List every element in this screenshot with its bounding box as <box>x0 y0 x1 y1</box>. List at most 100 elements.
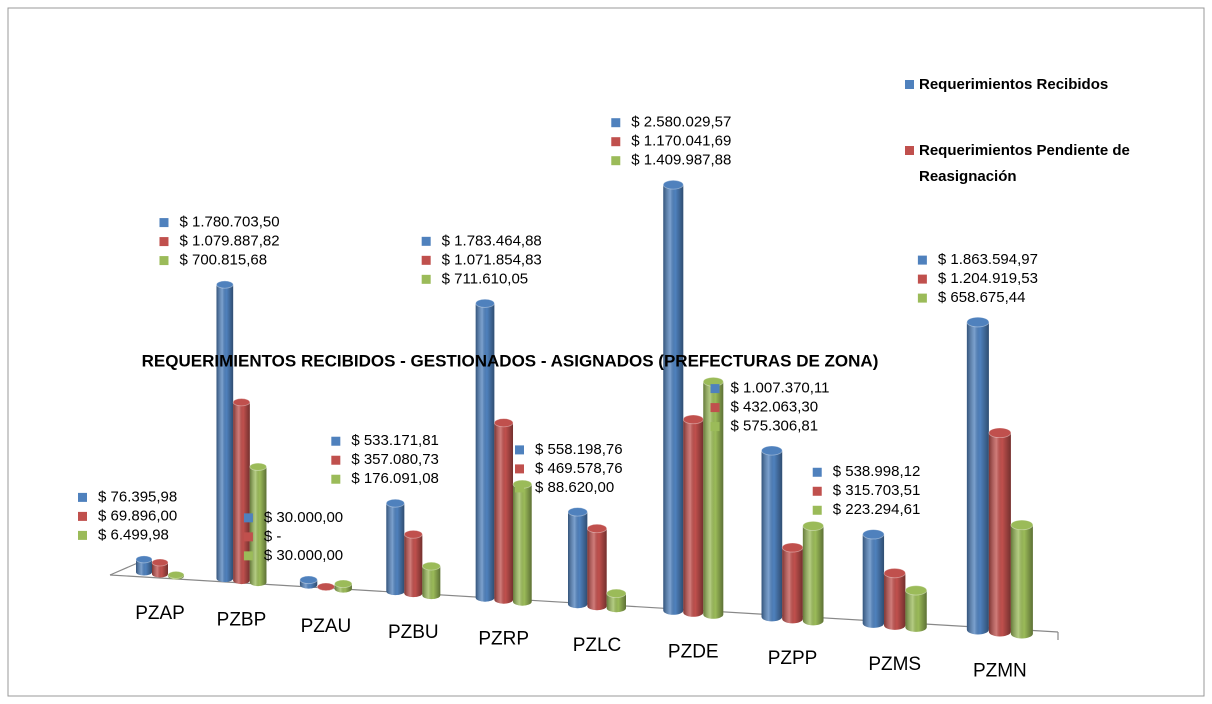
legend-item: Requerimientos Recibidos <box>905 72 1199 98</box>
bar-shade <box>683 419 704 617</box>
x-tick-label: PZPP <box>768 648 818 669</box>
bar-top <box>802 520 824 531</box>
legend-label: Requerimientos Pendiente de Reasignación <box>919 142 1130 185</box>
bar-shade <box>703 381 724 619</box>
label-marker <box>812 467 822 477</box>
value-label: $ 1.007.370,11 <box>731 380 830 397</box>
bar-shade <box>1010 524 1033 639</box>
value-label: $ 315.703,51 <box>833 482 921 499</box>
value-label: $ 1.783.464,88 <box>442 232 542 249</box>
value-label: $ - <box>264 528 282 545</box>
label-marker <box>812 505 822 515</box>
label-marker <box>78 492 87 502</box>
value-label: $ 1.079.887,82 <box>179 233 279 250</box>
bar-top <box>662 179 684 190</box>
label-marker <box>159 237 169 247</box>
bar-top <box>249 462 267 471</box>
bar-shade <box>422 566 441 600</box>
x-tick-label: PZBU <box>388 622 439 643</box>
bar-top <box>167 571 185 579</box>
label-marker <box>78 530 87 540</box>
label-marker <box>243 513 253 523</box>
bar-shade <box>587 528 607 611</box>
bar-shade <box>216 284 234 583</box>
bar-top <box>403 529 423 539</box>
value-label: $ 30.000,00 <box>264 547 343 564</box>
label-marker <box>331 474 341 484</box>
label-marker <box>78 511 87 521</box>
label-marker <box>421 236 431 246</box>
bar-top <box>334 579 353 589</box>
label-marker <box>159 218 169 228</box>
bar-top <box>299 575 318 585</box>
bar-shade <box>782 547 803 624</box>
legend-label: Requerimientos Recibidos <box>919 76 1109 93</box>
label-marker <box>812 486 822 496</box>
bar-top <box>151 558 169 567</box>
bar-top <box>135 555 153 564</box>
value-label: $ 711.610,05 <box>442 270 528 287</box>
bar-top <box>316 582 335 592</box>
legend-swatch <box>905 80 914 89</box>
x-tick-label: PZMN <box>973 661 1027 682</box>
legend-swatch <box>905 146 914 155</box>
bar-top <box>493 418 514 428</box>
bar-shade <box>862 534 885 628</box>
x-tick-label: PZAP <box>135 603 185 624</box>
bar-top <box>232 398 251 407</box>
bar-top <box>475 298 495 308</box>
bar-top <box>781 542 804 553</box>
bar-top <box>421 561 441 571</box>
bar-top <box>966 316 990 328</box>
bar-top <box>682 414 704 425</box>
value-label: $ 533.171,81 <box>351 432 439 449</box>
bar-top <box>606 588 627 599</box>
bar-top <box>904 585 928 596</box>
label-marker <box>331 436 341 446</box>
value-label: $ 69.896,00 <box>98 507 177 524</box>
value-label: $ 538.998,12 <box>833 463 921 480</box>
bar-top <box>761 445 783 456</box>
bar-shade <box>884 573 906 630</box>
value-label: $ 88.620,00 <box>535 479 614 496</box>
x-tick-label: PZBP <box>217 609 267 630</box>
bar-shade <box>761 450 783 622</box>
bar-top <box>385 498 405 508</box>
bar-shade <box>606 593 626 613</box>
bar-shade <box>404 534 423 598</box>
value-label: $ 1.409.987,88 <box>631 152 731 169</box>
label-marker <box>710 422 720 432</box>
bar-shade <box>966 322 989 635</box>
bar-shade <box>249 466 267 587</box>
value-label: $ 558.198,76 <box>535 441 623 458</box>
bars <box>135 179 1034 639</box>
label-marker <box>917 274 927 284</box>
bar-shade <box>568 511 588 609</box>
bar-top <box>988 427 1012 439</box>
legend-item: Requerimientos Pendiente de Reasignación <box>905 138 1199 190</box>
value-label: $ 1.170.041,69 <box>631 133 731 150</box>
label-marker <box>611 118 621 128</box>
bar-top <box>862 529 885 540</box>
label-marker <box>515 483 524 493</box>
label-marker <box>331 455 341 465</box>
x-tick-label: PZDE <box>668 641 719 662</box>
bar-top <box>567 507 588 517</box>
bar-shade <box>152 562 168 578</box>
value-label: $ 76.395,98 <box>98 488 177 505</box>
label-marker <box>421 274 431 284</box>
label-marker <box>421 255 431 265</box>
bar-shade <box>494 422 514 604</box>
value-label: $ 432.063,30 <box>731 399 819 416</box>
label-marker <box>611 137 621 147</box>
label-marker <box>159 256 169 266</box>
bar-top <box>216 280 234 289</box>
label-marker <box>611 156 621 166</box>
bar-shade <box>136 559 152 576</box>
label-marker <box>515 445 524 455</box>
label-marker <box>917 293 927 303</box>
label-marker <box>710 403 720 413</box>
value-label: $ 176.091,08 <box>351 470 439 487</box>
